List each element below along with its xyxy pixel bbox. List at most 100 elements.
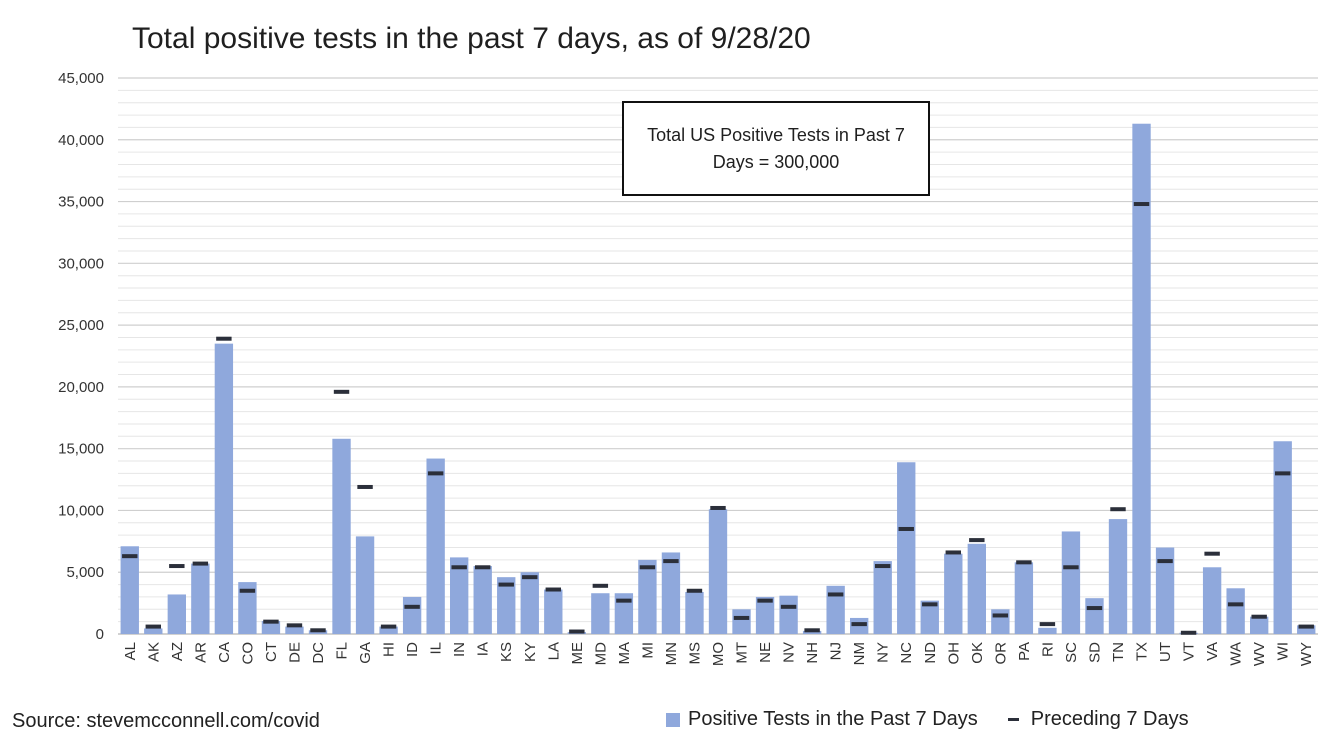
bar-nj: [826, 585, 845, 634]
marker-nh: [804, 628, 820, 633]
marker-nm: [851, 622, 867, 627]
marker-hi: [380, 624, 397, 629]
x-tick-mt: MT: [734, 642, 751, 664]
bar-hi: [379, 626, 398, 634]
marker-la: [545, 587, 562, 592]
marker-ri: [1039, 622, 1056, 627]
x-tick-il: IL: [428, 642, 445, 655]
marker-co: [239, 588, 256, 593]
x-tick-ok: OK: [969, 642, 986, 664]
bar-de: [285, 626, 304, 634]
x-tick-co: CO: [239, 642, 256, 665]
bar-nv: [779, 595, 798, 634]
marker-al: [122, 554, 138, 559]
marker-ms: [686, 588, 703, 593]
bar-ri: [1038, 627, 1057, 634]
x-tick-or: OR: [992, 642, 1009, 665]
x-tick-ny: NY: [875, 642, 892, 663]
x-tick-wi: WI: [1275, 642, 1292, 660]
bar-ks: [497, 577, 516, 634]
source-note: Source: stevemcconnell.com/covid: [12, 710, 320, 732]
marker-vt: [1180, 630, 1197, 635]
bar-ct: [261, 621, 281, 634]
bar-ca: [214, 343, 234, 634]
bar-or: [991, 609, 1010, 634]
bar-wy: [1297, 625, 1316, 634]
bar-al: [120, 546, 139, 634]
x-tick-mo: MO: [710, 642, 727, 666]
y-tick-label: 15,000: [58, 441, 104, 458]
x-tick-sc: SC: [1063, 642, 1080, 663]
y-tick-label: 20,000: [58, 379, 104, 396]
marker-mo: [710, 505, 726, 510]
bar-nc: [897, 462, 916, 634]
marker-me: [569, 629, 585, 634]
bar-md: [591, 593, 610, 634]
x-tick-ca: CA: [216, 642, 233, 663]
legend-item-positive: Positive Tests in the Past 7 Days: [666, 708, 978, 731]
marker-dc: [310, 628, 326, 633]
x-tick-fl: FL: [334, 642, 351, 660]
x-tick-ky: KY: [522, 642, 539, 662]
marker-az: [169, 564, 185, 569]
bar-wi: [1273, 441, 1292, 634]
marker-ok: [969, 538, 985, 543]
marker-wi: [1274, 471, 1291, 476]
x-tick-vt: VT: [1181, 642, 1198, 661]
marker-ct: [263, 619, 279, 624]
legend-swatch-marker: [1007, 718, 1019, 721]
marker-nj: [827, 592, 844, 597]
bar-ga: [355, 536, 375, 634]
annotation-text: Total US Positive Tests in Past 7 Days =…: [647, 124, 905, 172]
marker-il: [427, 471, 444, 476]
marker-wy: [1298, 624, 1314, 629]
x-tick-nc: NC: [898, 642, 915, 664]
legend-label-preceding: Preceding 7 Days: [1030, 708, 1189, 730]
x-tick-nh: NH: [804, 642, 821, 664]
x-tick-az: AZ: [169, 642, 186, 661]
x-tick-va: VA: [1204, 642, 1221, 661]
bar-tn: [1108, 519, 1128, 634]
x-tick-oh: OH: [945, 642, 962, 665]
x-tick-ct: CT: [263, 642, 280, 662]
annotation-box: Total US Positive Tests in Past 7 Days =…: [622, 101, 930, 196]
chart-title: Total positive tests in the past 7 days,…: [132, 22, 811, 55]
bar-va: [1202, 567, 1222, 634]
bar-oh: [944, 553, 963, 634]
marker-in: [451, 565, 467, 570]
x-tick-al: AL: [122, 642, 139, 660]
marker-ma: [616, 598, 632, 603]
marker-nd: [922, 602, 938, 607]
x-tick-hi: HI: [381, 642, 398, 657]
y-tick-label: 45,000: [58, 70, 104, 87]
marker-ak: [145, 624, 162, 629]
x-tick-pa: PA: [1016, 642, 1033, 661]
x-tick-wy: WY: [1298, 642, 1315, 666]
marker-ar: [192, 561, 209, 566]
x-tick-nv: NV: [781, 642, 798, 663]
y-tick-label: 5,000: [66, 564, 104, 581]
marker-nc: [898, 526, 914, 531]
x-tick-ga: GA: [357, 642, 374, 664]
bar-ms: [685, 591, 704, 634]
bar-la: [544, 589, 563, 634]
legend-label-positive: Positive Tests in the Past 7 Days: [688, 708, 978, 730]
marker-sc: [1063, 565, 1079, 570]
bar-series: [120, 123, 1316, 635]
bar-az: [167, 594, 186, 634]
x-tick-md: MD: [592, 642, 609, 665]
y-tick-label: 30,000: [58, 255, 104, 272]
marker-mt: [733, 615, 750, 620]
x-tick-tx: TX: [1134, 642, 1151, 661]
bar-mo: [708, 509, 728, 634]
marker-ia: [474, 565, 491, 570]
marker-fl: [333, 389, 350, 394]
bar-nd: [920, 600, 939, 634]
legend-swatch-bar: [666, 712, 680, 727]
bar-mn: [661, 552, 681, 634]
x-axis-ticks: AL AK AZ AR CA CO CT DE DC FL GA HI ID IL IN IA KS KY LA ME…: [122, 642, 1315, 666]
y-tick-label: 40,000: [58, 132, 104, 149]
bar-ak: [144, 628, 163, 634]
marker-de: [286, 623, 303, 628]
